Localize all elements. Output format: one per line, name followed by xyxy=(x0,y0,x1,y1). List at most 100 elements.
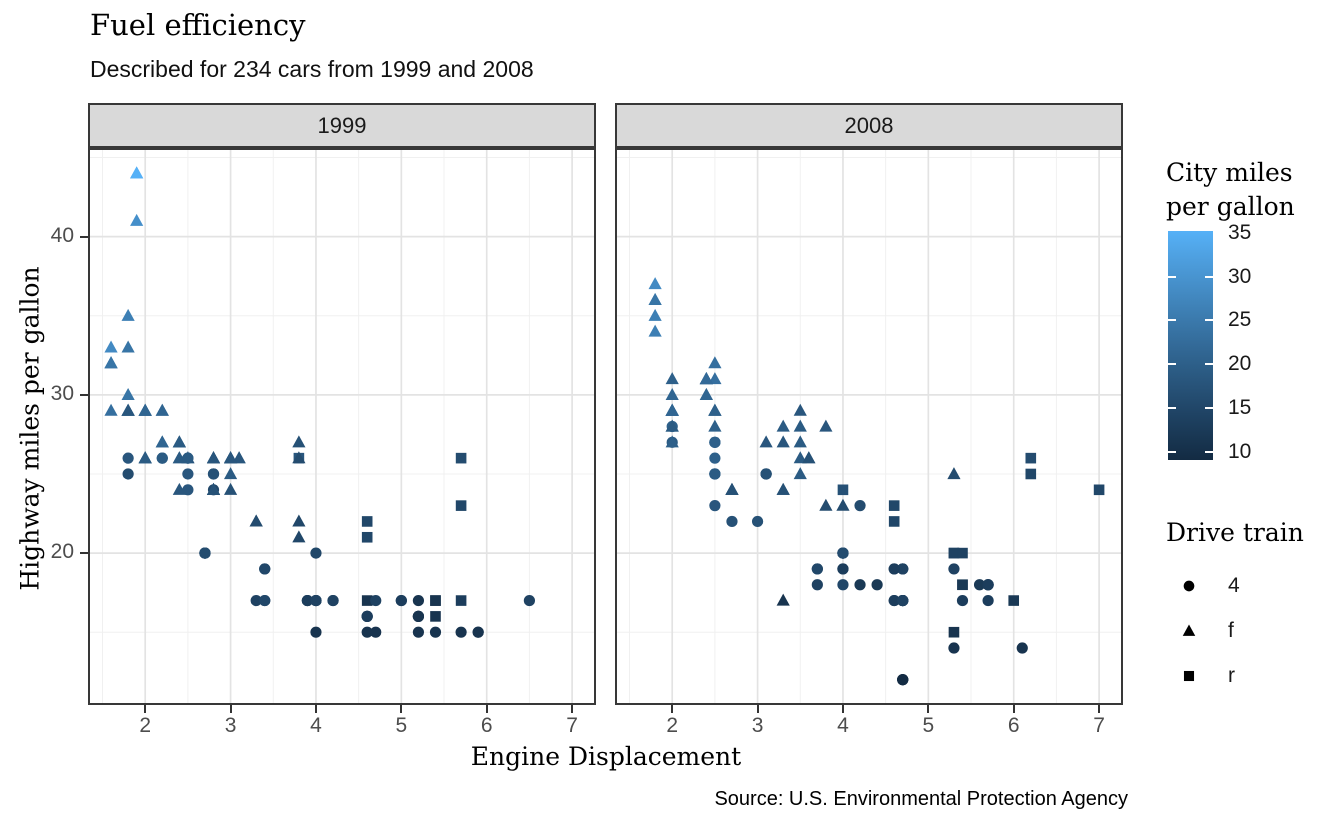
data-point-triangle xyxy=(104,356,118,369)
data-point-circle xyxy=(412,610,425,622)
data-point-triangle xyxy=(776,593,790,606)
data-point-square xyxy=(948,547,960,559)
y-tick-mark xyxy=(80,393,88,396)
data-point-square xyxy=(455,595,467,606)
data-point-triangle xyxy=(776,419,790,432)
data-point-square xyxy=(1008,595,1020,606)
x-tick-mark xyxy=(1098,705,1101,713)
data-point-triangle xyxy=(292,530,306,543)
data-point-circle xyxy=(122,468,134,480)
data-point-circle xyxy=(523,594,536,607)
data-point-triangle xyxy=(947,467,961,480)
data-point-circle xyxy=(811,579,823,591)
x-tick-label: 6 xyxy=(480,714,493,737)
data-point-circle xyxy=(156,452,168,464)
colorbar-tick-mark xyxy=(1205,319,1213,322)
data-point-triangle xyxy=(793,403,807,416)
data-point-square xyxy=(455,500,467,511)
data-point-circle xyxy=(973,579,986,591)
x-tick-label: 3 xyxy=(224,714,237,737)
data-point-triangle xyxy=(223,451,238,464)
x-tick-mark xyxy=(485,705,488,713)
y-tick-label: 30 xyxy=(50,381,74,405)
data-point-circle xyxy=(709,468,721,480)
data-point-triangle xyxy=(699,387,713,400)
colorbar-tick-mark xyxy=(1168,319,1176,322)
data-point-circle xyxy=(1183,580,1195,592)
data-point-square xyxy=(361,595,373,606)
data-point-triangle xyxy=(155,435,169,448)
data-point-triangle xyxy=(648,308,662,321)
facet-strip-2008-label: 2008 xyxy=(844,112,894,138)
shape-legend-label: 4 xyxy=(1228,574,1240,597)
data-point-circle xyxy=(897,594,909,607)
data-point-triangle xyxy=(665,403,679,416)
data-point-triangle xyxy=(155,403,169,416)
x-tick-mark xyxy=(400,705,403,713)
data-point-triangle xyxy=(793,435,807,448)
colorbar-tick-label: 30 xyxy=(1228,264,1252,288)
data-point-circle xyxy=(327,594,339,607)
data-point-circle xyxy=(301,594,314,607)
y-tick-mark xyxy=(80,552,88,555)
data-point-circle xyxy=(709,452,721,464)
colorbar-tick-label: 20 xyxy=(1228,352,1252,376)
data-point-circle xyxy=(455,626,467,638)
scatter-panel-2008 xyxy=(615,148,1123,705)
data-point-triangle xyxy=(819,419,833,432)
data-point-triangle xyxy=(793,419,807,432)
data-point-circle xyxy=(250,594,262,607)
data-point-triangle xyxy=(121,403,135,416)
data-point-circle xyxy=(709,500,721,512)
data-point-circle xyxy=(259,594,271,607)
data-point-circle xyxy=(811,563,823,575)
data-point-circle xyxy=(982,579,994,591)
x-tick-label: 7 xyxy=(1093,714,1105,737)
colorbar-gradient xyxy=(1168,231,1213,460)
x-tick-mark xyxy=(229,705,232,713)
data-point-triangle xyxy=(665,372,679,385)
data-point-triangle xyxy=(759,435,773,448)
data-point-square xyxy=(1025,452,1037,464)
data-point-square xyxy=(430,595,441,606)
y-tick-label: 40 xyxy=(50,223,74,247)
data-point-triangle xyxy=(223,482,238,495)
data-point-circle xyxy=(412,626,425,638)
data-point-triangle xyxy=(292,451,306,464)
data-point-triangle xyxy=(836,498,850,511)
facet-strip-2008: 2008 xyxy=(615,103,1123,148)
data-point-square xyxy=(1093,484,1105,496)
y-tick-label: 20 xyxy=(50,540,74,564)
data-point-triangle xyxy=(138,451,152,464)
colorbar-tick-mark xyxy=(1205,451,1213,454)
data-point-circle xyxy=(1016,642,1028,654)
data-point-triangle xyxy=(104,403,118,416)
data-point-circle xyxy=(897,563,909,575)
data-point-circle xyxy=(310,547,322,559)
colorbar-tick-label: 10 xyxy=(1228,440,1252,464)
colorbar-tick-label: 35 xyxy=(1228,220,1252,244)
data-point-circle xyxy=(429,626,442,638)
data-point-triangle xyxy=(130,213,144,226)
data-point-circle xyxy=(760,468,772,480)
data-point-triangle xyxy=(138,403,152,416)
data-point-circle xyxy=(395,594,407,607)
x-tick-label: 6 xyxy=(1007,714,1020,737)
color-legend-title-line1: City miles xyxy=(1166,158,1293,187)
data-point-circle xyxy=(897,674,909,686)
data-point-circle xyxy=(182,468,194,480)
chart-subtitle: Described for 234 cars from 1999 and 200… xyxy=(90,56,534,82)
data-point-triangle xyxy=(292,435,306,448)
x-tick-mark xyxy=(671,705,674,713)
data-point-triangle xyxy=(648,324,662,337)
data-point-circle xyxy=(207,468,220,480)
data-point-triangle xyxy=(708,356,722,369)
triangle-legend-key-icon xyxy=(1178,620,1200,642)
data-point-triangle xyxy=(172,435,186,448)
data-point-triangle xyxy=(130,166,144,179)
x-tick-label: 2 xyxy=(666,714,679,737)
data-point-square xyxy=(957,547,968,559)
data-point-circle xyxy=(709,436,721,448)
data-point-square xyxy=(957,579,968,591)
color-legend-title-line2: per gallon xyxy=(1166,192,1295,221)
